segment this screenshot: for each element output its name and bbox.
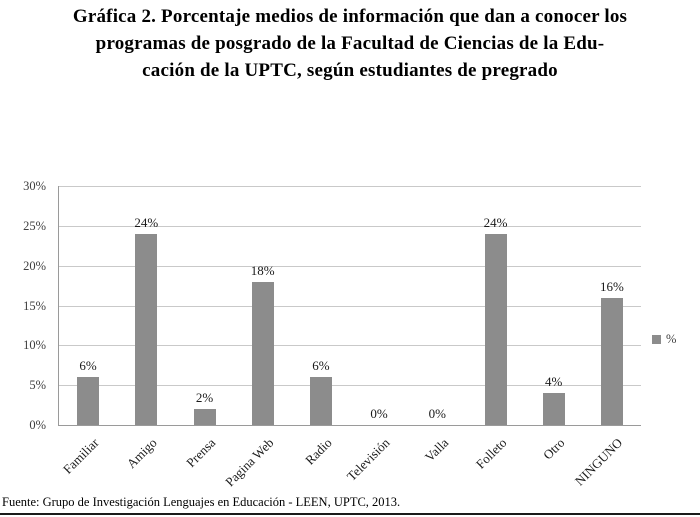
bar[interactable] <box>135 233 158 425</box>
x-axis-label: Televisión <box>343 435 393 484</box>
legend-label: % <box>666 332 677 346</box>
bar-value-label: 24% <box>483 214 508 230</box>
bottom-divider <box>0 513 700 515</box>
gridline <box>59 186 641 187</box>
bar-value-label: 6% <box>79 358 97 374</box>
chart-title: Gráfica 2. Porcentaje medios de informac… <box>72 6 628 81</box>
bar-value-label: 6% <box>312 358 330 374</box>
y-axis-tick-label: 15% <box>23 298 46 313</box>
bar-value-label: 0% <box>370 406 388 421</box>
bar[interactable] <box>193 409 216 425</box>
x-axis-label: Amigo <box>123 435 160 472</box>
bar[interactable] <box>542 393 565 425</box>
bar-value-label: 0% <box>428 406 446 421</box>
gridline <box>59 265 641 267</box>
x-axis-label: Otro <box>539 435 568 463</box>
x-axis-label: Folleto <box>472 435 510 472</box>
x-axis-label: NINGUNO <box>572 435 626 489</box>
bar-value-label: 24% <box>134 214 159 230</box>
y-axis: 0% 5% 10% 15% 20% 25% 30% <box>0 179 52 432</box>
gridline <box>59 225 641 227</box>
x-axis-label: Valla <box>421 435 451 465</box>
bar[interactable] <box>484 233 507 425</box>
bar[interactable] <box>251 281 274 425</box>
source-note: Fuente: Grupo de Investigación Lenguajes… <box>2 495 401 509</box>
x-axis-label: Radio <box>301 435 335 468</box>
legend-swatch-icon <box>652 335 661 344</box>
bar-value-label: 18% <box>250 262 275 278</box>
y-axis-tick-label: 30% <box>23 179 46 193</box>
bar-value-label: 16% <box>599 278 624 294</box>
x-axis-label: Prensa <box>182 435 219 471</box>
bar-value-label: 2% <box>195 390 214 406</box>
plot-area: 6% 24% 2% 18% 6% 0% 0% 24% 4% 16% <box>58 186 641 426</box>
gridline <box>59 345 641 347</box>
bar[interactable] <box>77 377 100 425</box>
bar[interactable] <box>600 297 623 425</box>
y-axis-tick-label: 20% <box>23 258 46 273</box>
gridline <box>59 305 641 307</box>
gridline <box>59 385 641 387</box>
y-axis-tick-label: 5% <box>29 378 46 393</box>
x-axis-labels: Familiar Amigo Prensa Pagina Web Radio Televi… <box>58 427 640 491</box>
y-axis-tick-label: 10% <box>23 338 46 353</box>
legend: % <box>652 332 676 347</box>
bar[interactable] <box>309 377 332 425</box>
y-axis-tick-label: 25% <box>23 218 46 233</box>
x-axis-label: Pagina Web <box>221 435 277 490</box>
bar-value-label: 4% <box>545 374 563 390</box>
x-axis-label: Familiar <box>59 435 102 477</box>
bar-chart: 0% 5% 10% 15% 20% 25% 30% 6% 24% 2% 18% 6% 0% 0% 24% 4… <box>0 179 700 492</box>
y-axis-tick-label: 0% <box>29 418 46 432</box>
